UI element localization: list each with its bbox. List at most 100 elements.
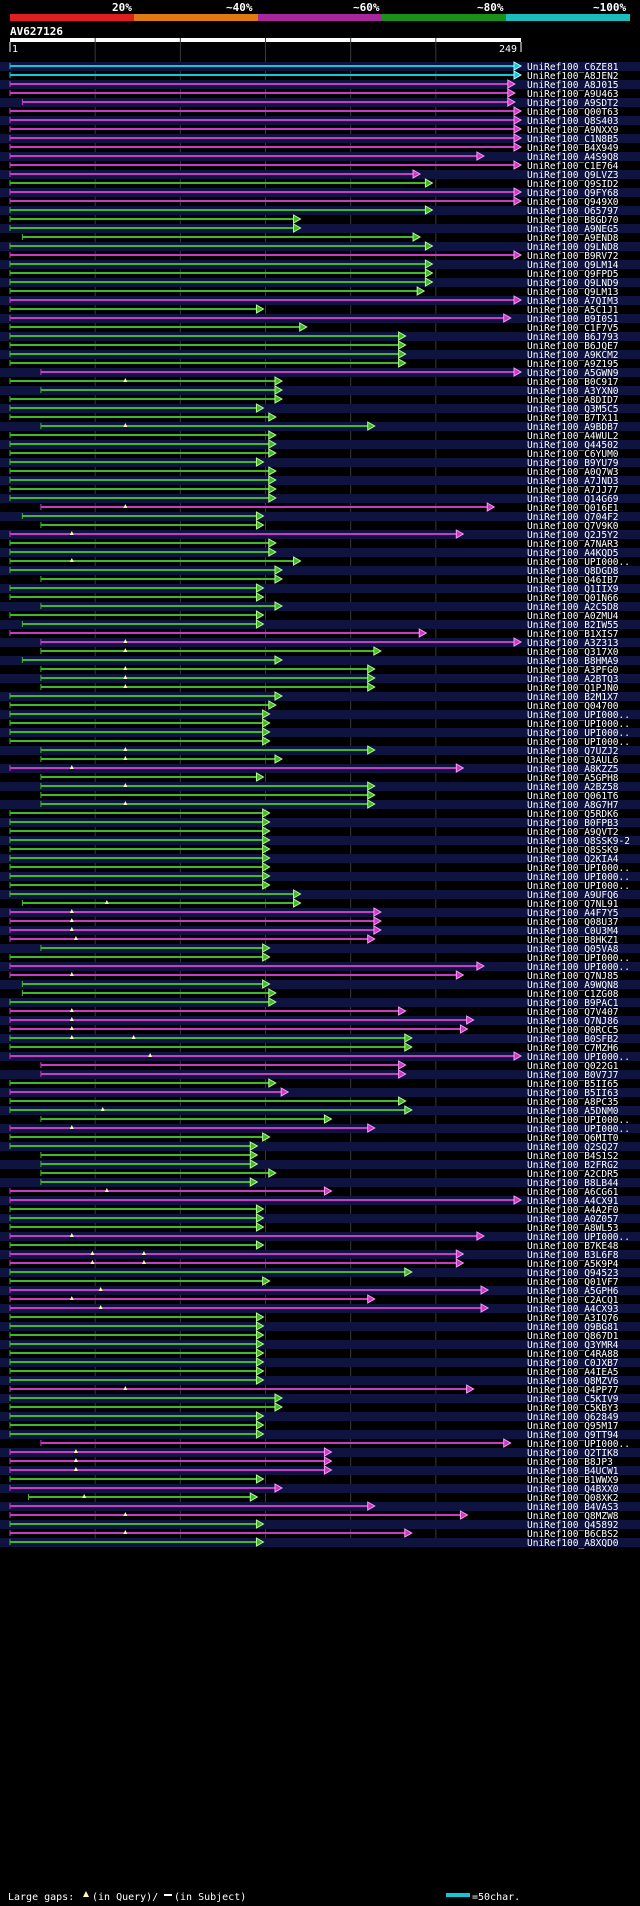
- hit-label[interactable]: UniRef100_Q2TIK8: [527, 1448, 619, 1459]
- hit-label[interactable]: UniRef100_A2BZ58: [527, 782, 619, 793]
- hit-label[interactable]: UniRef100_B2IW55: [527, 620, 619, 631]
- hit-label[interactable]: UniRef100_Q45892: [527, 1520, 619, 1531]
- hit-row[interactable]: UniRef100_Q8MZW8: [9, 1510, 619, 1522]
- hit-label[interactable]: UniRef100_A5GPH8: [527, 773, 619, 784]
- hit-row[interactable]: UniRef100_Q4BXX0: [0, 1483, 640, 1495]
- hit-row[interactable]: UniRef100_A9UFQ6: [0, 889, 640, 901]
- hit-row[interactable]: UniRef100_B0C917: [9, 376, 619, 388]
- hit-label[interactable]: UniRef100_C6ZE81: [527, 62, 619, 73]
- hit-row[interactable]: UniRef100_A8J015: [0, 79, 640, 91]
- hit-row[interactable]: UniRef100_C0U3M4: [0, 925, 640, 937]
- hit-row[interactable]: UniRef100_Q2J5Y2: [0, 529, 640, 541]
- hit-label[interactable]: UniRef100_UPI000..: [527, 881, 630, 892]
- hit-label[interactable]: UniRef100_A3YXN0: [527, 386, 619, 397]
- hit-row[interactable]: UniRef100_Q7NJ86: [0, 1015, 640, 1027]
- hit-row[interactable]: UniRef100_A4F7Y5: [0, 907, 640, 919]
- hit-label[interactable]: UniRef100_UPI000..: [527, 1232, 630, 1243]
- hit-row[interactable]: UniRef100_Q8SSK9-2: [0, 835, 640, 847]
- hit-row[interactable]: UniRef100_Q3AUL6: [40, 754, 619, 766]
- hit-row[interactable]: UniRef100_A9KCM2: [0, 349, 640, 361]
- hit-row[interactable]: UniRef100_A5GWN9: [0, 367, 640, 379]
- hit-row[interactable]: UniRef100_C6YUM0: [9, 448, 619, 460]
- hit-row[interactable]: UniRef100_Q2TIK8: [0, 1447, 640, 1459]
- hit-label[interactable]: UniRef100_A4CX91: [527, 1196, 619, 1207]
- hit-label[interactable]: UniRef100_Q8MZV6: [527, 1376, 619, 1387]
- hit-label[interactable]: UniRef100_UPI000..: [527, 953, 630, 964]
- hit-label[interactable]: UniRef100_A0ZMU4: [527, 611, 619, 622]
- hit-label[interactable]: UniRef100_Q9LND8: [527, 242, 619, 253]
- hit-row[interactable]: UniRef100_A8DID7: [9, 394, 619, 406]
- hit-label[interactable]: UniRef100_C0U3M4: [527, 926, 619, 937]
- hit-label[interactable]: UniRef100_UPI000..: [527, 728, 630, 739]
- hit-row[interactable]: UniRef100_C7MZH6: [9, 1042, 619, 1054]
- hit-label[interactable]: UniRef100_Q94523: [527, 1268, 619, 1279]
- hit-row[interactable]: UniRef100_A2BTQ3: [0, 673, 640, 685]
- hit-row[interactable]: UniRef100_A6CG61: [9, 1186, 619, 1198]
- hit-row[interactable]: UniRef100_Q317X0: [40, 646, 619, 658]
- hit-label[interactable]: UniRef100_UPI000..: [527, 962, 630, 973]
- hit-label[interactable]: UniRef100_A9NEG5: [527, 224, 619, 235]
- hit-row[interactable]: UniRef100_B9YU79: [0, 457, 640, 469]
- hit-row[interactable]: UniRef100_A9U463: [9, 88, 619, 100]
- hit-row[interactable]: UniRef100_C2ACQ1: [9, 1294, 619, 1306]
- hit-label[interactable]: UniRef100_B6JQE7: [527, 341, 619, 352]
- hit-row[interactable]: UniRef100_A9SDT2: [0, 97, 640, 109]
- hit-label[interactable]: UniRef100_B2M1X7: [527, 692, 619, 703]
- hit-label[interactable]: UniRef100_Q3AUL6: [527, 755, 619, 766]
- hit-label[interactable]: UniRef100_A7JND3: [527, 476, 619, 487]
- hit-row[interactable]: UniRef100_Q1PJN0: [40, 682, 619, 694]
- hit-label[interactable]: UniRef100_C1E764: [527, 161, 619, 172]
- hit-row[interactable]: UniRef100_C0JXB7: [0, 1357, 640, 1369]
- hit-label[interactable]: UniRef100_Q7V9K0: [527, 521, 619, 532]
- hit-label[interactable]: UniRef100_A2C5D8: [527, 602, 619, 613]
- hit-label[interactable]: UniRef100_UPI000..: [527, 1124, 630, 1135]
- hit-label[interactable]: UniRef100_B4UCW1: [527, 1466, 619, 1477]
- hit-row[interactable]: UniRef100_Q0RCC5: [9, 1024, 619, 1036]
- hit-label[interactable]: UniRef100_B9I0S1: [527, 314, 619, 325]
- hit-label[interactable]: UniRef100_A2BTQ3: [527, 674, 619, 685]
- hit-row[interactable]: UniRef100_Q3M5C5: [0, 403, 640, 415]
- hit-label[interactable]: UniRef100_Q14G69: [527, 494, 619, 505]
- hit-row[interactable]: UniRef100_C4RA88: [9, 1348, 619, 1360]
- hit-label[interactable]: UniRef100_UPI000..: [527, 1439, 630, 1450]
- hit-label[interactable]: UniRef100_A9UFQ6: [527, 890, 619, 901]
- hit-label[interactable]: UniRef100_A5DNM0: [527, 1106, 619, 1117]
- hit-row[interactable]: UniRef100_B8LB44: [0, 1177, 640, 1189]
- hit-row[interactable]: UniRef100_A4KQD5: [0, 547, 640, 559]
- hit-row[interactable]: UniRef100_Q9LM14: [0, 259, 640, 271]
- hit-row[interactable]: UniRef100_B1XIS7: [9, 628, 619, 640]
- hit-row[interactable]: UniRef100_A3IQ76: [9, 1312, 619, 1324]
- hit-label[interactable]: UniRef100_B4X949: [527, 143, 619, 154]
- hit-row[interactable]: UniRef100_Q949X0: [9, 196, 619, 208]
- hit-row[interactable]: UniRef100_Q08XK2: [28, 1492, 619, 1504]
- hit-label[interactable]: UniRef100_UPI000..: [527, 719, 630, 730]
- hit-row[interactable]: UniRef100_A9QVT2: [9, 826, 619, 838]
- hit-label[interactable]: UniRef100_C1N8B5: [527, 134, 619, 145]
- hit-label[interactable]: UniRef100_Q8MZW8: [527, 1511, 619, 1522]
- hit-row[interactable]: UniRef100_UPI000..: [0, 1231, 640, 1243]
- hit-label[interactable]: UniRef100_B5II65: [527, 1079, 619, 1090]
- hit-row[interactable]: UniRef100_A0Q7W3: [9, 466, 619, 478]
- hit-row[interactable]: UniRef100_UPI000..: [9, 556, 630, 568]
- hit-label[interactable]: UniRef100_Q05VA8: [527, 944, 619, 955]
- hit-label[interactable]: UniRef100_Q7V407: [527, 1007, 619, 1018]
- hit-label[interactable]: UniRef100_Q9LND9: [527, 278, 619, 289]
- hit-row[interactable]: UniRef100_C5KIV9: [0, 1393, 640, 1405]
- hit-row[interactable]: UniRef100_A9Z195: [9, 358, 619, 370]
- hit-row[interactable]: UniRef100_C5KBY3: [9, 1402, 619, 1414]
- hit-row[interactable]: UniRef100_Q00T63: [9, 106, 619, 118]
- hit-label[interactable]: UniRef100_Q022G1: [527, 1061, 619, 1072]
- hit-row[interactable]: UniRef100_UPI000..: [0, 1051, 640, 1063]
- hit-label[interactable]: UniRef100_UPI000..: [527, 710, 630, 721]
- hit-row[interactable]: UniRef100_Q9SID2: [9, 178, 619, 190]
- hit-row[interactable]: UniRef100_Q9FY68: [0, 187, 640, 199]
- hit-row[interactable]: UniRef100_A9WQN8: [0, 979, 640, 991]
- hit-label[interactable]: UniRef100_Q2J5Y2: [527, 530, 619, 541]
- hit-label[interactable]: UniRef100_C5KIV9: [527, 1394, 619, 1405]
- hit-label[interactable]: UniRef100_B9PAC1: [527, 998, 619, 1009]
- hit-row[interactable]: UniRef100_C6ZE81: [0, 61, 640, 73]
- hit-row[interactable]: UniRef100_B0V7J7: [0, 1069, 640, 1081]
- hit-row[interactable]: UniRef100_A7NAR3: [9, 538, 619, 550]
- hit-row[interactable]: UniRef100_UPI000..: [0, 709, 640, 721]
- hit-label[interactable]: UniRef100_B3L6F8: [527, 1250, 619, 1261]
